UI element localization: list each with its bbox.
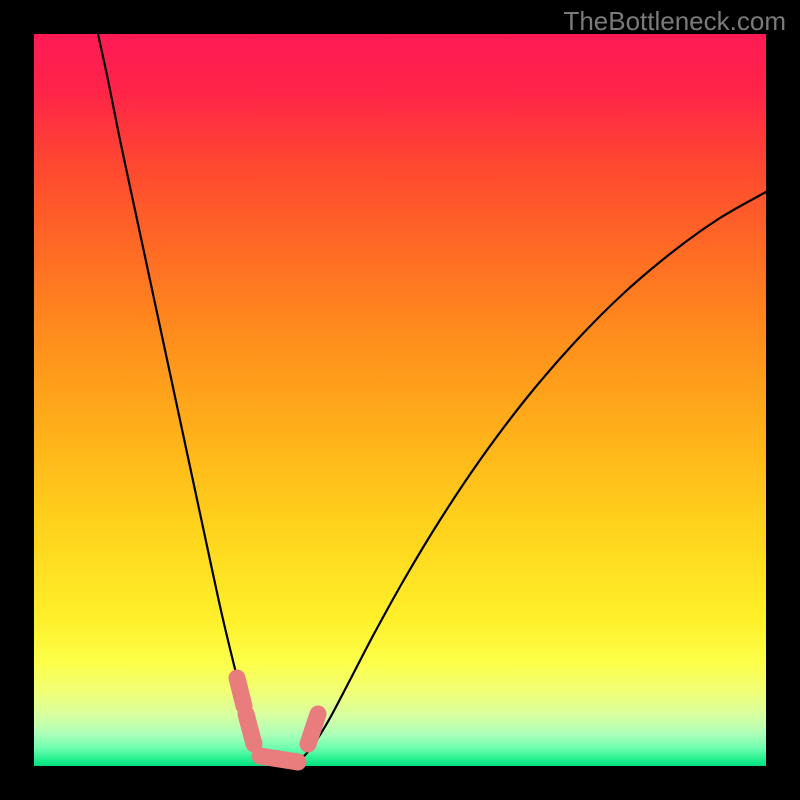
highlight-marker-2 bbox=[252, 748, 307, 771]
bottleneck-curve bbox=[98, 34, 766, 765]
bottleneck-curve-path bbox=[98, 34, 766, 765]
curve-overlay bbox=[0, 0, 800, 800]
chart-container: TheBottleneck.com bbox=[0, 0, 800, 800]
highlight-markers bbox=[229, 670, 327, 771]
watermark-text: TheBottleneck.com bbox=[563, 6, 786, 37]
highlight-marker-1 bbox=[238, 706, 263, 753]
